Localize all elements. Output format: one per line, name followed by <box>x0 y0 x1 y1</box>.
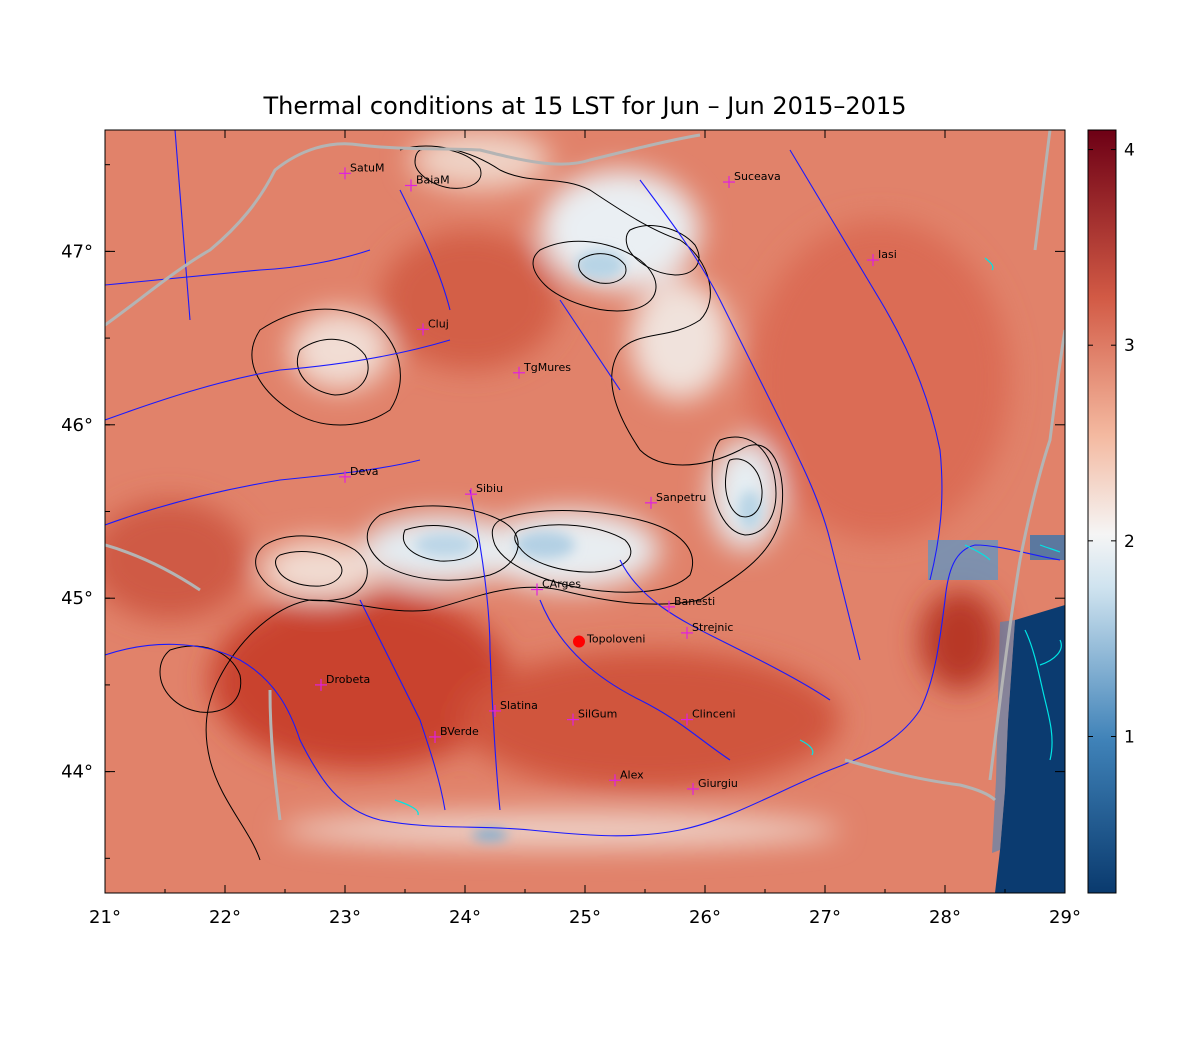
city-label: Slatina <box>500 699 538 712</box>
map-field <box>105 130 1065 893</box>
city-marker <box>315 678 327 691</box>
highlight-label: Topoloveni <box>586 633 645 646</box>
city-label: BaiaM <box>416 173 450 186</box>
colorbar-gradient <box>1087 129 1117 894</box>
country-borders <box>105 130 1065 821</box>
city-marker <box>687 782 699 795</box>
highlight-marker <box>573 635 585 648</box>
city-marker <box>429 730 441 743</box>
lon-tick-label: 21° <box>89 907 121 928</box>
city-label: BVerde <box>440 725 479 738</box>
city-label: Banesti <box>674 595 715 608</box>
lon-tick-label: 25° <box>569 907 601 928</box>
lat-tick-label: 47° <box>61 241 93 262</box>
city-label: Iasi <box>878 248 897 261</box>
lat-tick-label: 46° <box>61 415 93 436</box>
lakes <box>394 257 1062 816</box>
lon-tick-label: 23° <box>329 907 361 928</box>
city-marker <box>339 167 351 180</box>
colorbar: 1 2 3 4 <box>1087 129 1135 894</box>
city-label: CArges <box>542 578 581 591</box>
city-marker <box>663 600 675 613</box>
city-label: Suceava <box>734 170 781 183</box>
danube-delta <box>928 540 998 580</box>
city-marker <box>681 626 693 639</box>
city-marker <box>339 470 351 483</box>
city-label: SilGum <box>578 708 617 721</box>
city-label: Clinceni <box>692 708 736 721</box>
black-sea <box>995 605 1065 893</box>
city-label: Sanpetru <box>656 491 706 504</box>
lon-tick-label: 26° <box>689 907 721 928</box>
city-marker <box>405 179 417 192</box>
city-marker <box>513 366 525 379</box>
city-label: Strejnic <box>692 621 733 634</box>
city-label: SatuM <box>350 161 385 174</box>
city-label: Sibiu <box>476 482 503 495</box>
city-marker <box>645 496 657 509</box>
city-label: TgMures <box>523 361 571 374</box>
colorbar-tick-label: 3 <box>1124 336 1135 356</box>
city-marker <box>417 323 429 336</box>
colorbar-tick-label: 1 <box>1124 727 1135 747</box>
lat-tick-label: 45° <box>61 588 93 609</box>
city-marker <box>531 583 543 596</box>
rivers <box>105 130 1061 837</box>
city-marker <box>465 488 477 501</box>
colorbar-tick-label: 2 <box>1124 532 1135 552</box>
lon-tick-label: 28° <box>929 907 961 928</box>
city-marker <box>609 774 621 787</box>
lon-tick-label: 27° <box>809 907 841 928</box>
city-label: Deva <box>350 465 379 478</box>
city-marker <box>723 176 735 189</box>
lon-tick-label: 22° <box>209 907 241 928</box>
chart-title: Thermal conditions at 15 LST for Jun – J… <box>263 92 907 120</box>
city-marker <box>489 704 501 717</box>
city-marker <box>681 713 693 726</box>
city-label: Giurgiu <box>698 777 738 790</box>
city-marker <box>567 713 579 726</box>
lon-tick-label: 29° <box>1049 907 1081 928</box>
city-label: Drobeta <box>326 673 370 686</box>
city-marker <box>867 254 879 267</box>
city-label: Alex <box>620 768 644 781</box>
danube-river <box>105 544 1061 837</box>
colorbar-tick-label: 4 <box>1124 141 1135 161</box>
lat-tick-label: 44° <box>61 762 93 783</box>
lon-tick-label: 24° <box>449 907 481 928</box>
city-label: Cluj <box>428 317 449 330</box>
elevation-contours <box>159 145 784 861</box>
